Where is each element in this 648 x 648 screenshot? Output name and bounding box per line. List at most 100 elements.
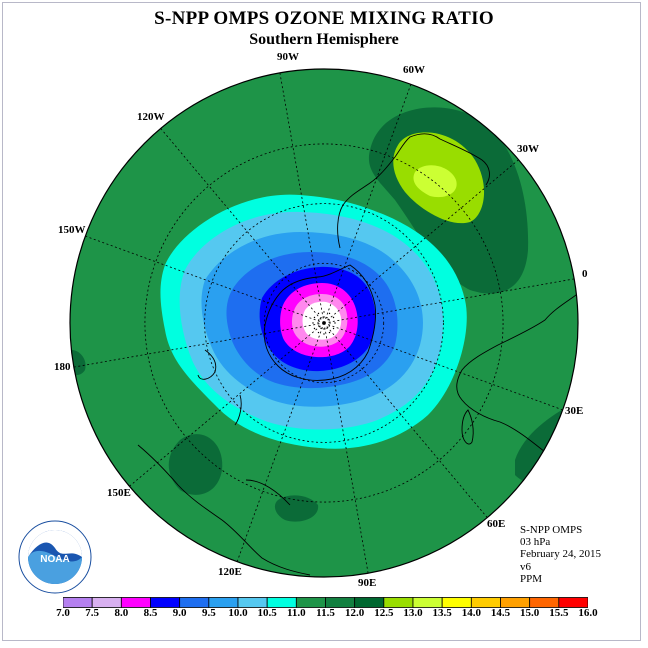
meridian-line [323, 278, 575, 324]
colorbar-box [325, 597, 356, 608]
pole-dot [328, 312, 331, 315]
colorbar-box [266, 597, 297, 608]
info-block: S-NPP OMPS 03 hPa February 24, 2015 v6 P… [520, 524, 601, 585]
meridian-line [236, 322, 325, 562]
colorbar-label: 11.5 [316, 607, 335, 619]
colorbar-label: 7.5 [85, 607, 100, 619]
lon-label: 90W [277, 51, 299, 63]
info-units: PPM [520, 572, 543, 585]
lon-label: 60E [487, 518, 505, 530]
noaa-logo-icon: NOAA [18, 520, 92, 594]
pole-dot [318, 319, 320, 321]
field-dark-patch [168, 434, 223, 495]
pole-dot [313, 316, 316, 319]
colorbar-box [150, 597, 181, 608]
logo-text: NOAA [40, 554, 69, 565]
meridian-line [323, 322, 488, 518]
colorbar [63, 597, 588, 608]
colorbar-label: 8.0 [114, 607, 129, 619]
coast-africa [456, 291, 578, 453]
lon-label: 30W [517, 143, 539, 155]
pole-dot [326, 317, 328, 319]
longitude-labels: 90W 60W 30W 0 30E 60E 90E 120E 150E 180 … [54, 51, 588, 589]
pole-dot [317, 322, 319, 324]
colorbar-label: 13.5 [432, 607, 452, 619]
colorbar-box [63, 597, 93, 608]
lon-label: 150W [58, 224, 86, 236]
pole-dot [329, 322, 331, 324]
pole-dot [334, 322, 336, 324]
pole-dot [326, 327, 328, 329]
lon-label: 120W [137, 111, 165, 123]
meridian-line [323, 322, 563, 411]
pole-dot [323, 316, 325, 318]
figure-frame [2, 2, 641, 641]
colorbar-label: 10.0 [228, 607, 248, 619]
coast-new-zealand [197, 349, 242, 426]
colorbar-box [383, 597, 414, 608]
colorbar-boxes [63, 597, 588, 608]
meridian-line [85, 235, 325, 324]
colorbar-label: 14.5 [490, 607, 511, 619]
colorbar-box [354, 597, 385, 608]
meridian-line [129, 322, 325, 487]
colorbar-label: 8.5 [143, 607, 158, 619]
lon-label: 180 [54, 361, 71, 373]
pole-dot [328, 331, 331, 334]
lon-label: 120E [218, 566, 242, 578]
pole-dot [328, 325, 330, 327]
colorbar-box [470, 597, 501, 608]
pole-dot [317, 312, 320, 315]
colorbar-box [208, 597, 239, 608]
meridian-line [323, 322, 369, 574]
colorbar-label: 7.0 [56, 607, 70, 619]
pole-dot [318, 325, 320, 327]
colorbar-label: 10.5 [257, 607, 277, 619]
colorbar-box [441, 597, 472, 608]
lon-label: 0 [582, 268, 588, 280]
colorbar-box [500, 597, 531, 608]
colorbar-label: 11.0 [287, 607, 306, 619]
colorbar-label: 15.5 [549, 607, 569, 619]
latitude-circle [144, 143, 504, 503]
colorbar-box [558, 597, 588, 608]
colorbar-label: 9.0 [172, 607, 187, 619]
info-instrument: S-NPP OMPS [520, 524, 583, 536]
lon-label: 60W [403, 64, 425, 76]
coast-australia [137, 444, 311, 576]
meridian-line [73, 322, 325, 368]
colorbar-box [179, 597, 210, 608]
colorbar-label: 16.0 [578, 607, 598, 619]
pole-dot [320, 327, 322, 329]
colorbar-box [120, 597, 151, 608]
field-center [302, 301, 342, 340]
pole-dot [323, 328, 325, 330]
lon-label: 90E [358, 577, 376, 589]
meridian-line [160, 128, 325, 324]
pole-dot [313, 327, 316, 330]
pole-dot [332, 327, 335, 330]
info-level: 03 hPa [520, 536, 551, 549]
field-dark-patch [274, 495, 319, 522]
coast-madagascar [461, 409, 474, 445]
pole-dot [323, 333, 325, 335]
pole-dot [323, 311, 325, 313]
colorbar-box [412, 597, 443, 608]
colorbar-labels: 7.0 7.5 8.0 8.5 9.0 9.5 10.0 10.5 11.0 11.5 12.0 12… [0, 607, 648, 621]
latitude-circle [204, 203, 444, 443]
pole-dot [312, 322, 314, 324]
colorbar-box [237, 597, 268, 608]
coastlines [137, 133, 578, 576]
pole-dots [312, 311, 336, 335]
figure-subtitle: Southern Hemisphere [249, 31, 399, 48]
meridian-line [279, 72, 325, 324]
meridian-line [323, 159, 519, 324]
lon-label: 30E [565, 405, 583, 417]
latitude-circle [263, 262, 385, 384]
pole-dot [320, 317, 322, 319]
colorbar-box [91, 597, 122, 608]
colorbar-label: 12.5 [374, 607, 394, 619]
colorbar-label: 12.0 [345, 607, 365, 619]
